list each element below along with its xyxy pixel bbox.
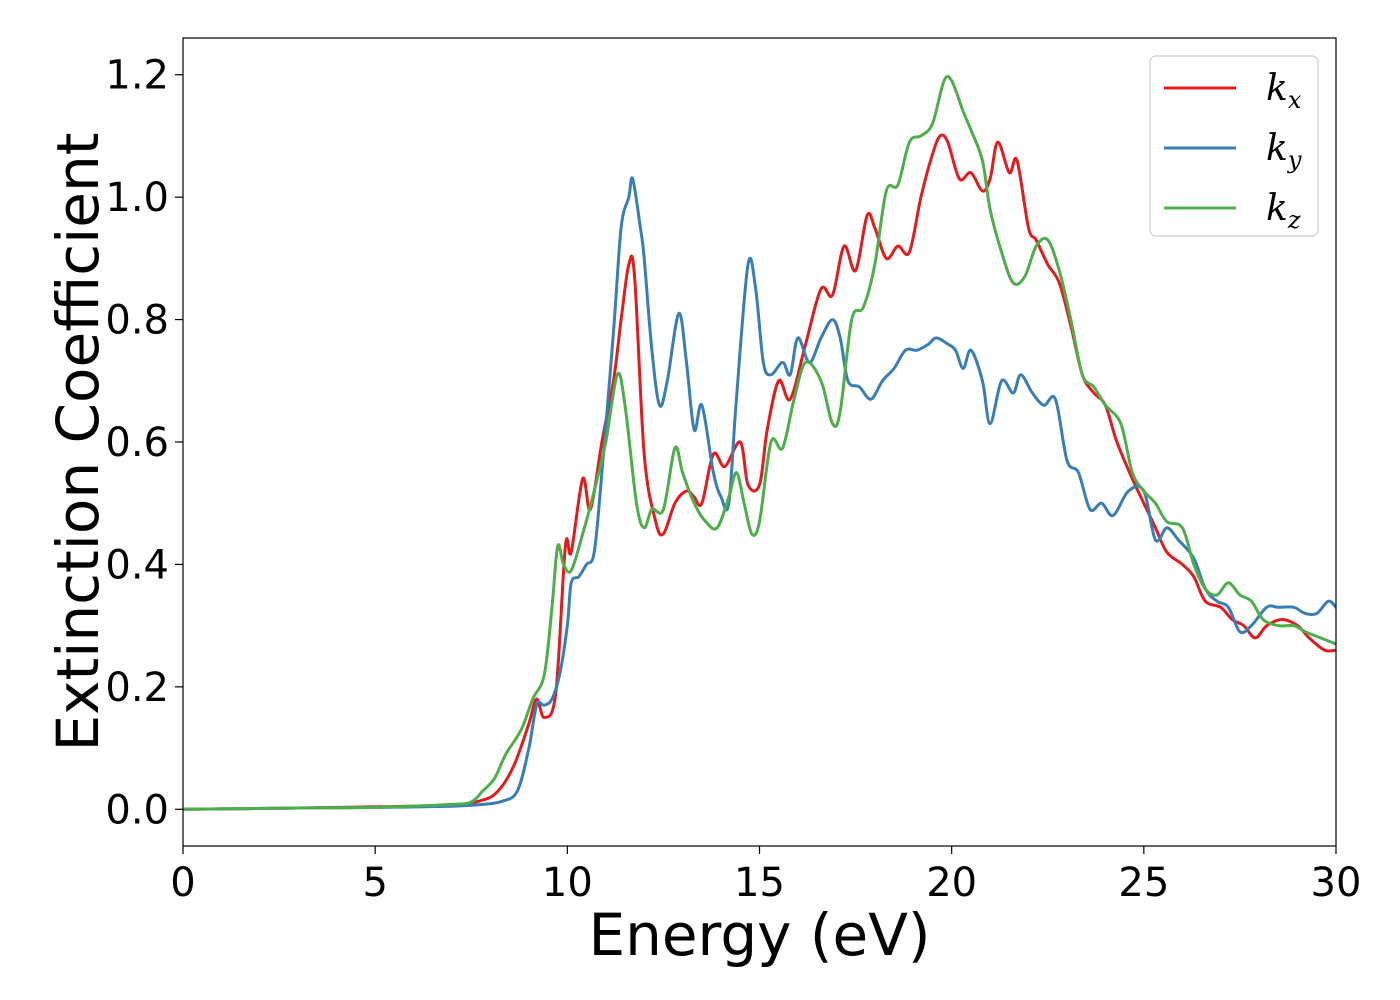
x-tick-label: 0: [170, 860, 195, 906]
y-tick-label: 1.0: [105, 175, 169, 221]
y-tick-label: 0.2: [105, 665, 169, 711]
legend-label-ky: ky: [1266, 128, 1302, 174]
series-line-ky: [183, 176, 1336, 811]
legend-label-kz: kz: [1266, 188, 1301, 234]
legend-box: [1149, 55, 1319, 237]
series-line-kz: [183, 74, 1336, 811]
x-tick-label: 15: [734, 860, 785, 906]
x-tick-label: 5: [362, 860, 387, 906]
x-tick-label: 30: [1311, 860, 1362, 906]
x-tick-label: 20: [926, 860, 977, 906]
legend: kx ky kz: [1149, 55, 1319, 237]
x-tick-label: 10: [542, 860, 593, 906]
y-tick-label: 0.8: [105, 298, 169, 344]
x-tick-label: 25: [1118, 860, 1169, 906]
series-line-kx: [183, 133, 1336, 811]
y-tick-label: 0.4: [105, 542, 169, 588]
legend-label-kx: kx: [1266, 68, 1302, 114]
y-tick-label: 1.2: [105, 53, 169, 99]
x-axis: 0 5 10 15 20 25 30: [170, 846, 1361, 906]
y-axis: 0.0 0.2 0.4 0.6 0.8 1.0 1.2: [105, 53, 183, 833]
y-axis-label: Extinction Coefficient: [44, 133, 112, 752]
y-tick-label: 0.0: [105, 787, 169, 833]
series-layer: [183, 74, 1336, 811]
y-tick-label: 0.6: [105, 420, 169, 466]
x-axis-label: Energy (eV): [588, 901, 930, 969]
